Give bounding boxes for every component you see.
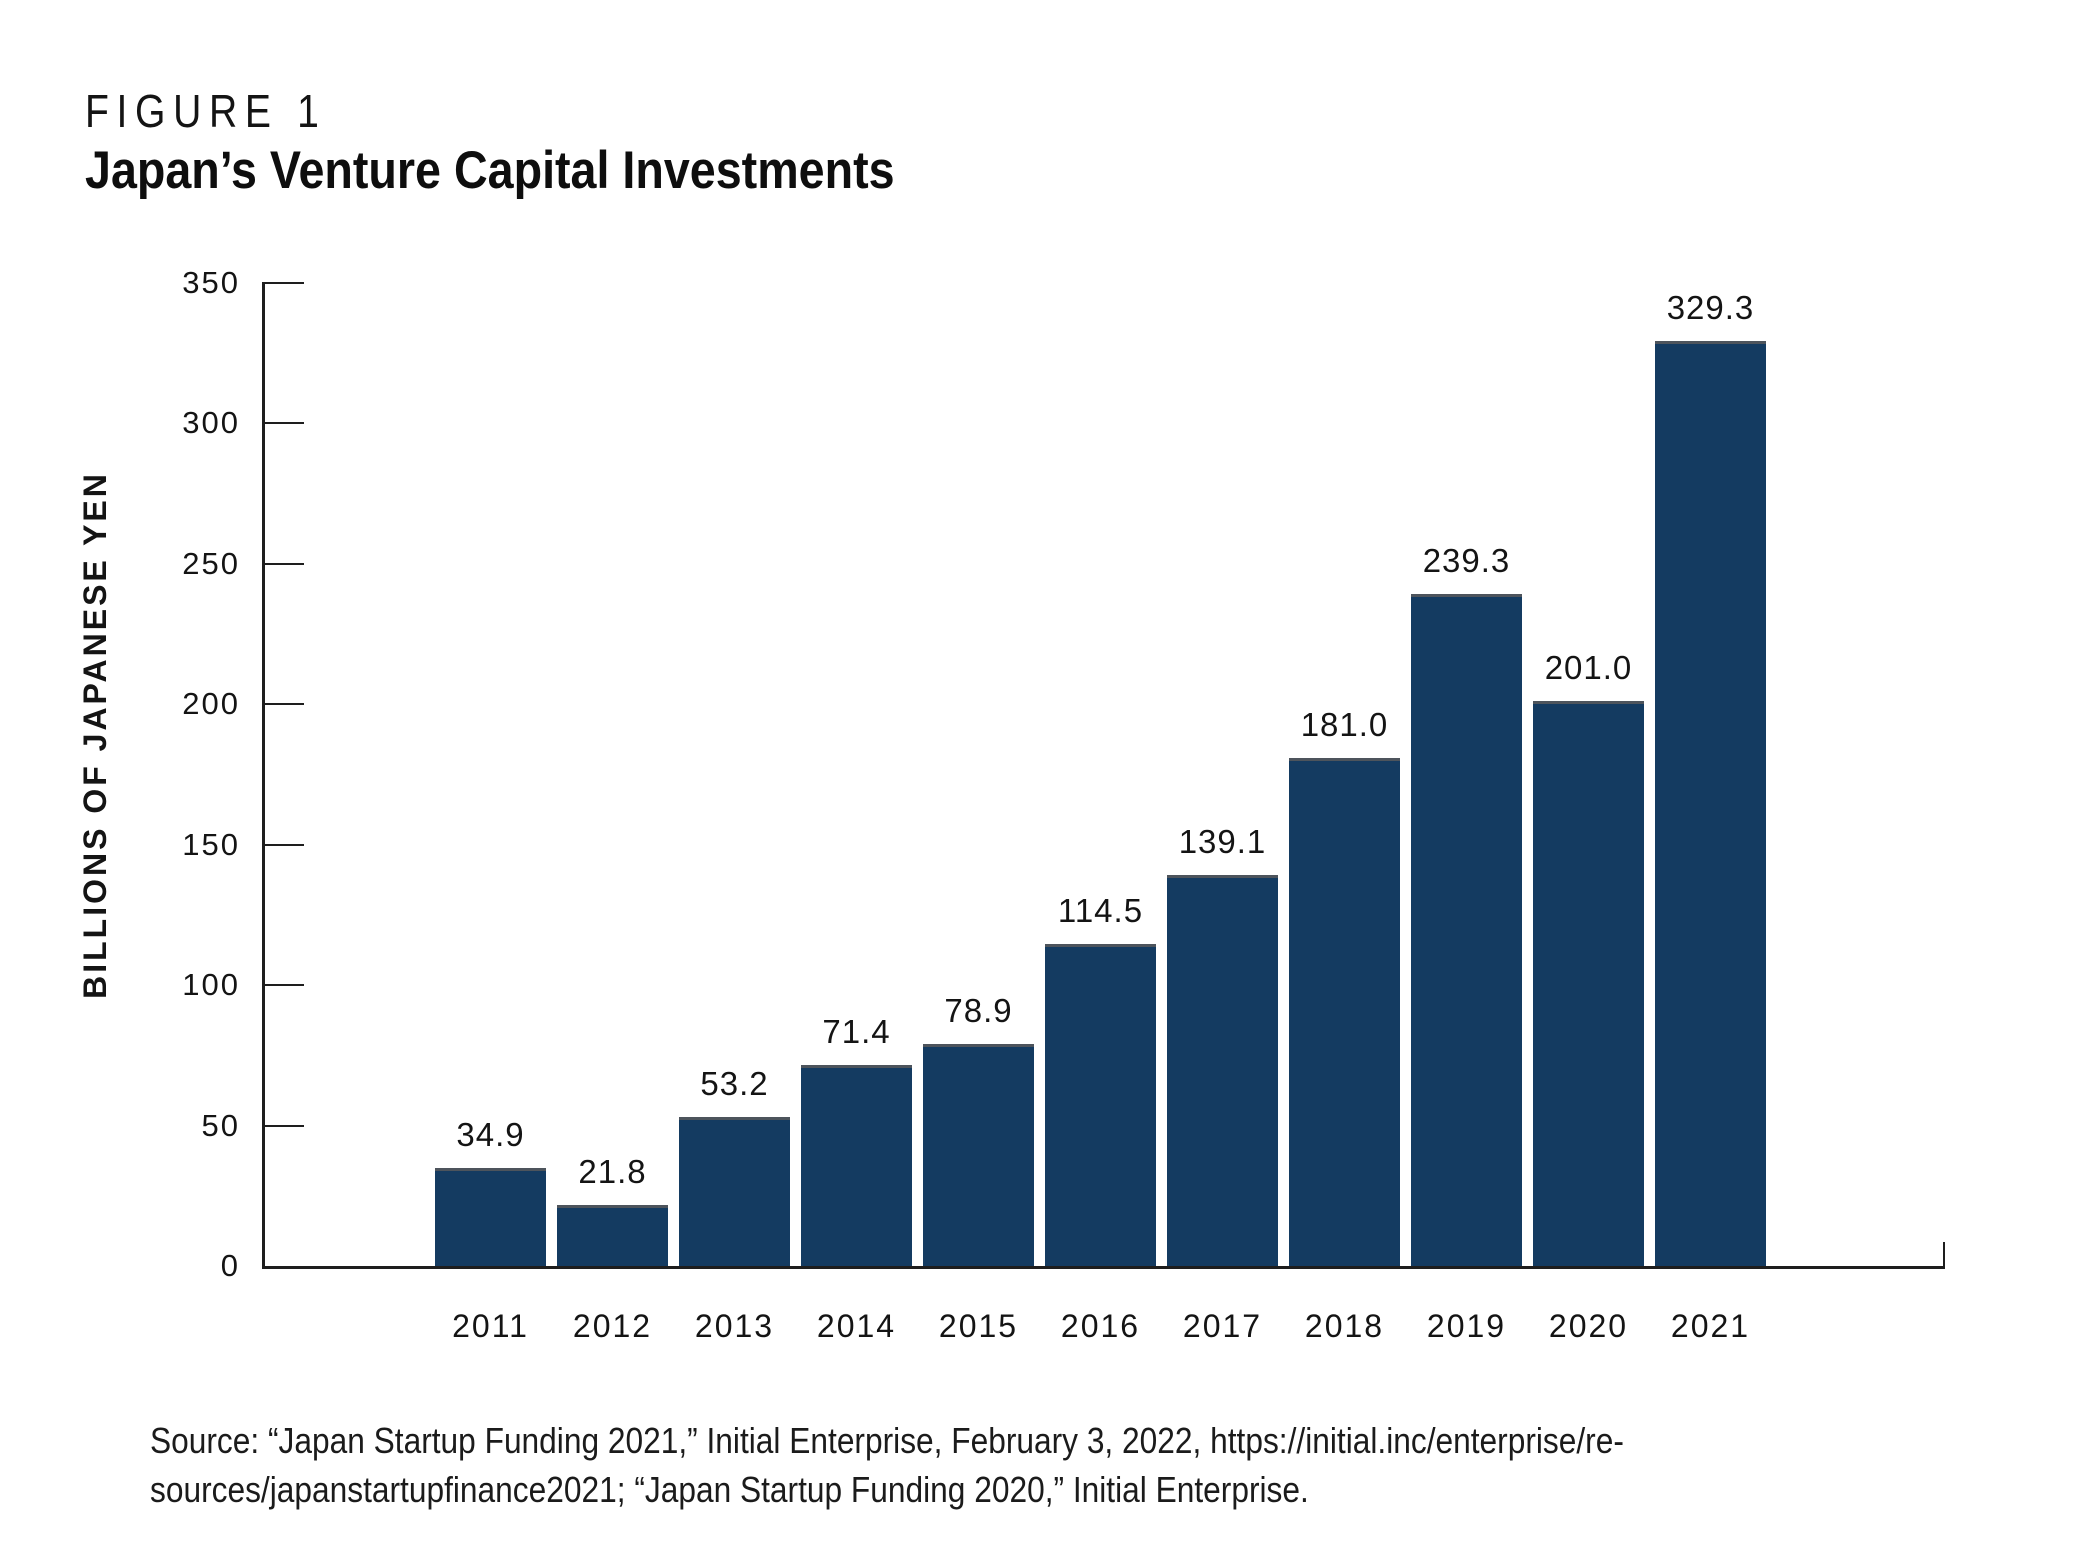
y-tick-line [262,1125,304,1127]
x-axis-end-tick [1943,1242,1945,1266]
y-tick-line [262,282,304,284]
chart-title: Japan’s Venture Capital Investments [85,141,895,200]
x-axis-category-label-2016: 2016 [1060,1308,1141,1344]
bar-2013 [679,1117,790,1266]
source-citation: Source: “Japan Startup Funding 2021,” In… [150,1416,1624,1514]
bar-2020 [1533,701,1644,1266]
bar-value-label-2021: 329.3 [1666,289,1755,326]
y-tick-line [262,703,304,705]
x-axis-category-label-2015: 2015 [938,1308,1019,1344]
figure-label: FIGURE 1 [85,85,327,137]
bar-2015 [923,1044,1034,1266]
y-tick-label: 50 [201,1108,240,1143]
bar-value-label-2018: 181.0 [1300,706,1389,743]
x-axis-category-label-2011: 2011 [452,1308,529,1344]
x-axis-line [262,1266,1945,1269]
y-tick-label: 200 [182,686,240,721]
x-axis-category-label-2014: 2014 [816,1308,897,1344]
x-axis-category-label-2019: 2019 [1426,1308,1507,1344]
y-tick-label: 250 [182,546,240,581]
y-tick-line [262,844,304,846]
x-axis-category-label-2013: 2013 [694,1308,775,1344]
bar-2016 [1045,944,1156,1266]
y-tick-label: 350 [182,265,240,300]
bar-2011 [435,1168,546,1266]
bar-value-label-2016: 114.5 [1057,892,1144,929]
bar-2019 [1411,594,1522,1266]
y-tick-label: 0 [220,1248,240,1283]
bar-value-label-2015: 78.9 [944,992,1013,1029]
x-axis-category-label-2012: 2012 [572,1308,653,1344]
x-axis-category-label-2017: 2017 [1182,1308,1263,1344]
bar-value-label-2019: 239.3 [1422,542,1511,579]
bar-2014 [801,1065,912,1266]
y-axis-line [262,283,265,1269]
bar-2017 [1167,875,1278,1266]
bar-value-label-2011: 34.9 [456,1116,525,1153]
source-line-2: sources/japanstartupfinance2021; “Japan … [150,1469,1309,1510]
y-tick-line [262,563,304,565]
bar-2018 [1289,758,1400,1266]
bar-value-label-2020: 201.0 [1544,649,1633,686]
y-tick-label: 150 [182,827,240,862]
y-tick-line [262,422,304,424]
y-tick-label: 300 [182,405,240,440]
bar-value-label-2017: 139.1 [1178,823,1267,860]
x-axis-category-label-2020: 2020 [1548,1308,1629,1344]
bar-value-label-2014: 71.4 [822,1013,891,1050]
x-axis-category-label-2018: 2018 [1304,1308,1385,1344]
bar-value-label-2012: 21.8 [578,1153,647,1190]
bar-2021 [1655,341,1766,1266]
y-tick-label: 100 [182,967,240,1002]
x-axis-category-label-2021: 2021 [1670,1308,1751,1344]
y-tick-line [262,984,304,986]
source-line-1: Source: “Japan Startup Funding 2021,” In… [150,1420,1624,1461]
bar-2012 [557,1205,668,1266]
bar-value-label-2013: 53.2 [700,1065,769,1102]
